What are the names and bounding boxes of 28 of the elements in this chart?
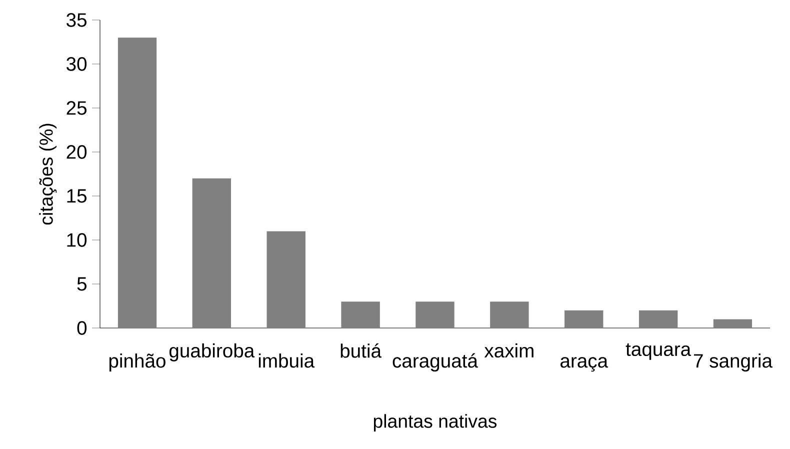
bar (118, 38, 157, 328)
bar (192, 178, 232, 328)
x-axis-title: plantas nativas (374, 414, 497, 432)
x-tick-label: guabiroba (169, 343, 255, 362)
x-tick-label: imbuia (258, 354, 315, 368)
bar (341, 302, 380, 328)
bar (490, 302, 529, 328)
y-tick-label: 25 (66, 101, 86, 115)
x-tick-label: pinhão (109, 354, 166, 372)
x-tick-label: butiá (340, 343, 382, 358)
y-tick-label: 35 (66, 13, 86, 27)
y-tick-label: 10 (67, 233, 87, 247)
bar (713, 319, 752, 328)
x-tick-label: xaxim (484, 343, 534, 358)
bar (638, 310, 678, 328)
bar (564, 310, 604, 328)
y-tick-label: 0 (77, 321, 87, 335)
y-tick-label: 15 (67, 189, 86, 203)
bar (266, 231, 306, 328)
y-tick-label: 5 (77, 277, 86, 291)
x-tick-label: 7 sangria (694, 354, 772, 372)
y-tick-label: 30 (66, 57, 87, 71)
x-tick-label: araça (560, 357, 608, 372)
y-axis-title: citações (%) (39, 124, 57, 225)
x-tick-label: caraguatá (392, 353, 478, 372)
y-tick-label: 20 (66, 145, 87, 159)
bar (416, 302, 454, 328)
x-tick-label: taquara (626, 343, 692, 360)
